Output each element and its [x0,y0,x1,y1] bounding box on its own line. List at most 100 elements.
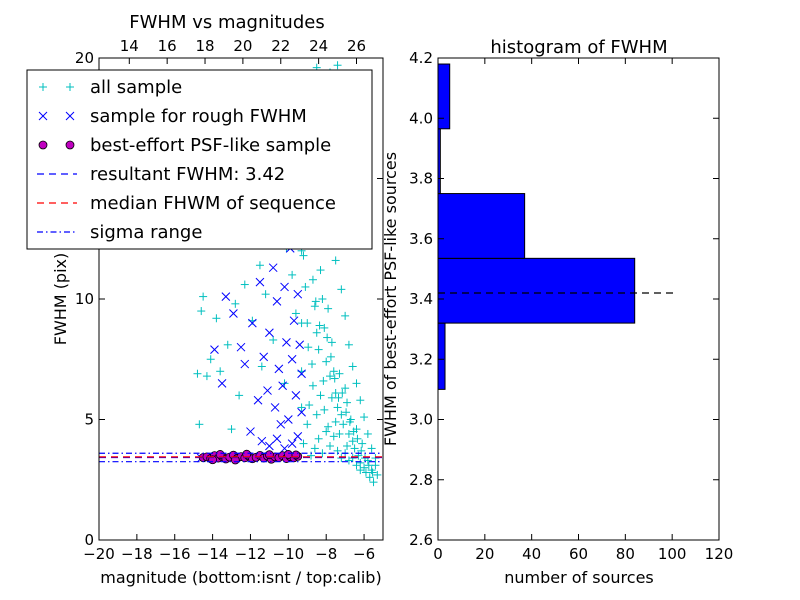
legend-marker [65,140,75,150]
data-point [308,275,317,284]
data-point [310,444,319,453]
data-point [318,295,327,303]
data-point [261,290,270,299]
legend-box [26,69,373,250]
histogram-bar [438,193,526,259]
data-point [227,425,236,434]
scatter-ticks: −20−18−16−14−12−10−8−6051015201416182022… [75,37,383,563]
data-point [308,360,316,369]
legend-entry: best-effort PSF-like sample [38,135,331,156]
data-point [356,466,365,475]
data-point [265,441,274,451]
x-tick-label: −12 [235,545,267,563]
histogram-bar [438,257,636,324]
data-point [269,335,278,344]
data-point [202,372,211,381]
histogram-x-axis-label: number of sources [504,568,654,587]
data-point [270,403,280,412]
scatter-x-axis-label: magnitude (bottom:isnt / top:calib) [100,568,381,587]
data-point [314,434,323,443]
top-tick-label: 24 [309,37,328,55]
top-tick-label: 26 [347,37,366,55]
series-all-sample [193,61,382,487]
data-point [353,434,362,443]
data-point [288,270,297,279]
data-point [358,439,367,448]
data-point [341,384,350,393]
data-point [343,398,352,407]
y-tick-label: 3.6 [409,230,433,248]
data-point [356,396,365,405]
data-point [344,340,353,349]
scatter-legend: all sample sample for rough FWHM best-effo… [26,69,373,250]
data-point [352,461,361,470]
x-tick-label: 100 [658,545,687,563]
legend-entry: all sample [39,77,182,98]
data-point [319,376,328,385]
data-point [368,468,377,477]
y-tick-label: 2.6 [409,531,433,549]
histogram-bar [438,63,451,130]
x-tick-label: 120 [705,545,734,563]
data-point [348,437,357,446]
data-point [320,405,329,414]
scatter-title: FWHM vs magnitudes [129,12,324,33]
data-point [299,251,308,260]
data-point [195,420,204,429]
data-point [312,410,321,419]
data-point [331,256,340,265]
data-point [329,367,338,376]
data-point [364,461,373,470]
data-point [199,292,208,301]
data-point [293,289,303,299]
data-point [197,307,206,316]
x-tick-label: −10 [273,545,305,563]
data-point [343,442,352,451]
data-point [255,277,265,287]
data-point [322,427,331,436]
data-point [326,352,335,361]
data-point [289,316,299,326]
data-point [324,422,333,431]
data-point [231,299,240,308]
top-tick-label: 20 [233,37,252,55]
data-point [325,372,334,381]
legend-marker [39,83,47,91]
y-tick-label: 3.2 [409,350,433,368]
data-point [338,388,347,397]
data-point [329,432,338,441]
data-point [259,352,269,362]
data-point [206,355,215,364]
data-point [240,280,249,289]
data-point [342,408,351,417]
y-tick-label: 5 [84,411,94,429]
top-tick-label: 22 [271,37,290,55]
data-point [320,323,329,332]
histogram-y-axis-label: FWHM of best-effort PSF-like sources [381,152,400,446]
data-point [301,282,310,291]
data-point [303,420,312,429]
data-point [324,304,333,313]
data-point [352,379,361,388]
data-point [246,427,255,436]
y-tick-label: 2.8 [409,471,433,489]
data-point [365,473,374,482]
legend-marker [38,111,48,121]
data-point [297,403,306,412]
histogram-ticks: 0 20 40 60 80 100 120 2.6 2.8 3.0 3.2 3.4 3.6 3.8 4.0 4… [409,49,733,563]
data-point [276,419,286,429]
data-point [212,314,221,323]
data-point [315,321,324,330]
x-tick-label: 60 [569,545,588,563]
legend-entry: sample for rough FWHM [38,106,307,127]
data-point [297,319,306,328]
data-point [291,391,301,400]
histogram-title: histogram of FWHM [490,37,667,58]
data-point [282,338,291,347]
y-tick-label: 4.2 [409,49,433,67]
x-tick-label: −6 [353,545,375,563]
data-point [323,333,332,342]
data-point [263,386,272,395]
data-point [272,434,282,444]
